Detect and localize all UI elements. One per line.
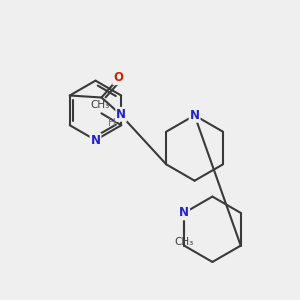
Text: N: N <box>91 134 100 147</box>
Text: CH₃: CH₃ <box>175 237 194 247</box>
Text: N: N <box>179 206 189 219</box>
Text: H: H <box>107 118 115 128</box>
Text: N: N <box>116 108 126 121</box>
Text: O: O <box>113 71 123 84</box>
Text: N: N <box>190 109 200 122</box>
Text: CH₃: CH₃ <box>91 100 110 110</box>
